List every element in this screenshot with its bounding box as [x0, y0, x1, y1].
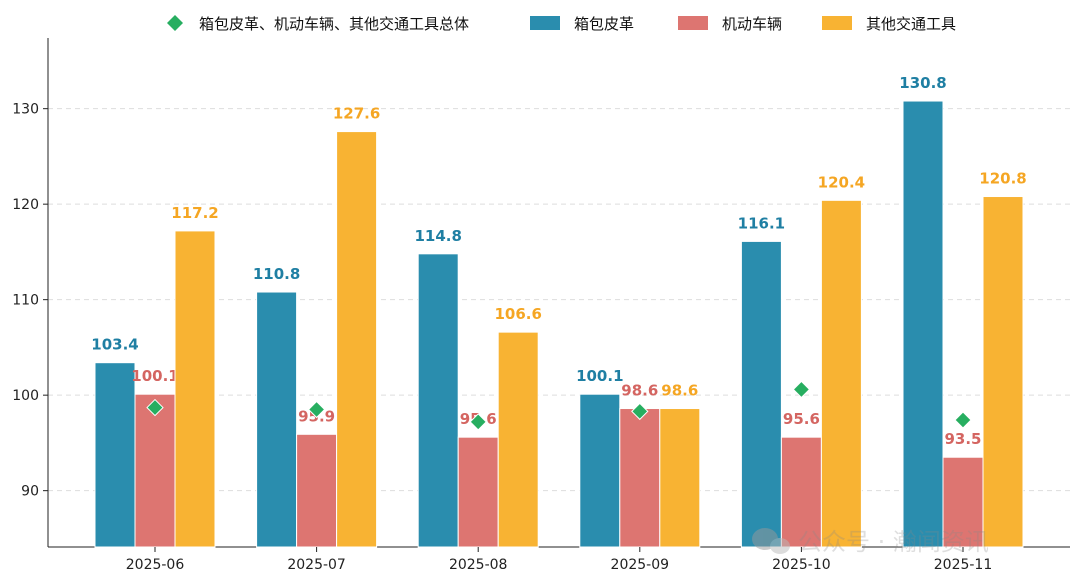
data-label: 100.1	[131, 367, 178, 385]
bar	[256, 291, 298, 548]
legend-item: 箱包皮革	[530, 15, 634, 33]
x-tick-label: 2025-11	[934, 557, 993, 573]
x-tick-label: 2025-06	[126, 557, 185, 573]
legend-diamond-icon	[167, 15, 183, 31]
data-label: 106.6	[494, 305, 541, 323]
y-tick-label: 90	[21, 484, 39, 500]
legend-swatch	[822, 16, 852, 30]
data-label: 93.5	[944, 430, 981, 448]
x-tick-label: 2025-09	[611, 557, 670, 573]
data-label: 117.2	[171, 204, 218, 222]
legend-swatch	[530, 16, 560, 30]
diamond-marker	[631, 402, 649, 421]
data-label: 98.6	[621, 382, 658, 400]
bar	[457, 436, 499, 548]
legend-swatch	[678, 16, 708, 30]
diamond-marker	[307, 400, 326, 419]
watermark-text: 公众号 · 瀚闻资讯	[798, 528, 989, 556]
legend-label: 箱包皮革、机动车辆、其他交通工具总体	[199, 15, 469, 33]
wechat-icon-bubble	[770, 538, 790, 554]
bar	[820, 199, 862, 548]
diamond-marker	[146, 398, 164, 417]
data-label: 120.8	[979, 170, 1026, 188]
bar	[94, 362, 136, 548]
data-label: 98.6	[661, 382, 698, 400]
y-tick-label: 120	[12, 197, 39, 213]
legend-label: 其他交通工具	[866, 15, 956, 33]
bar	[417, 253, 459, 548]
bar	[134, 393, 176, 548]
bar	[174, 230, 216, 548]
data-label: 116.1	[738, 214, 785, 232]
data-label: 100.1	[576, 367, 623, 385]
bar	[982, 196, 1024, 548]
y-tick-label: 110	[12, 293, 39, 309]
data-label: 127.6	[333, 105, 380, 123]
x-tick-label: 2025-08	[449, 557, 508, 573]
bar	[740, 240, 782, 548]
y-tick-label: 130	[12, 102, 39, 118]
legend-item: 箱包皮革、机动车辆、其他交通工具总体	[167, 15, 469, 33]
bar	[780, 436, 822, 548]
bar	[619, 408, 661, 548]
legend-label: 机动车辆	[722, 15, 782, 33]
data-label: 114.8	[414, 227, 461, 245]
bar	[659, 408, 701, 548]
diamond-marker	[792, 380, 811, 399]
bar	[497, 331, 539, 548]
data-label: 130.8	[899, 74, 946, 92]
diamond-marker	[954, 411, 972, 429]
bar	[336, 131, 378, 548]
x-tick-label: 2025-07	[287, 557, 346, 573]
data-label: 103.4	[91, 336, 138, 354]
x-tick-label: 2025-10	[772, 557, 831, 573]
bar	[902, 100, 944, 548]
bar	[296, 433, 338, 548]
data-label: 95.6	[783, 410, 820, 428]
y-tick-label: 100	[12, 388, 39, 404]
data-label: 110.8	[253, 265, 300, 283]
diamond-marker	[469, 413, 487, 431]
watermark: 公众号 · 瀚闻资讯	[752, 528, 989, 556]
legend-label: 箱包皮革	[574, 15, 634, 33]
legend-item: 机动车辆	[678, 15, 782, 33]
data-label: 120.4	[818, 173, 865, 191]
bar	[579, 393, 621, 548]
legend-item: 其他交通工具	[822, 15, 956, 33]
